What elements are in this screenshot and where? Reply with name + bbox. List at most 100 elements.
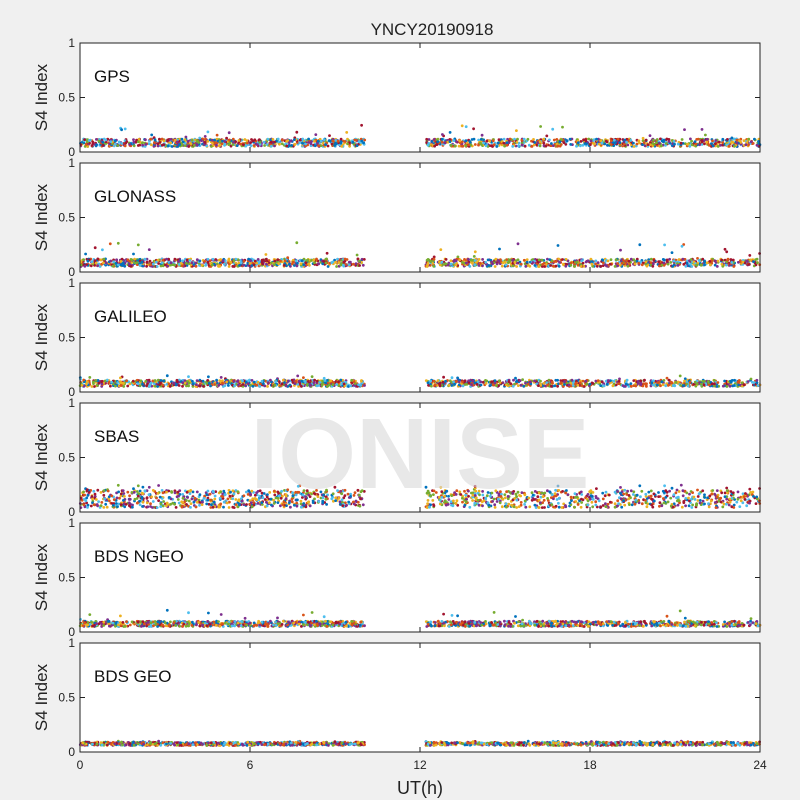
data-point xyxy=(652,259,656,262)
data-point xyxy=(264,253,268,256)
data-point xyxy=(162,379,166,383)
data-point xyxy=(721,384,725,388)
data-point xyxy=(693,140,697,144)
data-point xyxy=(425,258,429,262)
data-point xyxy=(174,506,178,509)
data-point xyxy=(136,144,140,147)
data-point xyxy=(205,493,209,496)
data-point xyxy=(149,381,153,385)
data-point xyxy=(626,264,630,268)
data-point xyxy=(85,496,89,500)
data-point xyxy=(726,258,730,262)
data-point xyxy=(123,505,127,509)
data-point xyxy=(737,379,741,382)
data-point xyxy=(208,138,212,142)
data-point xyxy=(513,261,517,264)
data-point xyxy=(276,137,280,141)
data-point xyxy=(690,143,694,147)
data-point xyxy=(755,261,759,265)
data-point xyxy=(645,382,648,386)
data-point xyxy=(136,140,140,144)
data-point xyxy=(235,144,239,148)
data-point xyxy=(638,243,642,247)
data-point xyxy=(424,379,428,382)
data-point xyxy=(617,382,620,385)
data-point xyxy=(116,241,120,245)
data-point xyxy=(149,502,152,506)
data-point xyxy=(643,378,646,382)
data-point xyxy=(205,382,209,385)
data-point xyxy=(117,490,120,494)
data-point xyxy=(280,142,284,146)
data-point xyxy=(205,144,209,148)
data-point xyxy=(749,377,753,381)
data-point xyxy=(227,506,231,509)
data-point xyxy=(336,257,339,261)
data-point xyxy=(319,139,323,143)
data-point xyxy=(219,490,223,494)
data-point xyxy=(120,142,123,145)
data-point xyxy=(569,263,573,267)
data-point xyxy=(181,493,185,496)
data-point xyxy=(729,258,733,261)
data-point xyxy=(173,491,177,495)
plot-area xyxy=(80,43,760,152)
data-point xyxy=(701,379,705,383)
data-point xyxy=(502,141,506,145)
data-point xyxy=(741,260,745,264)
data-point xyxy=(545,134,549,138)
data-point xyxy=(112,498,116,501)
data-point xyxy=(657,260,660,264)
data-point xyxy=(249,141,253,144)
data-point xyxy=(655,141,658,145)
data-point xyxy=(165,374,169,378)
data-point xyxy=(93,385,96,388)
data-point xyxy=(258,385,262,388)
data-point xyxy=(95,143,99,147)
data-point xyxy=(279,259,282,263)
data-point xyxy=(280,382,284,386)
data-point xyxy=(195,490,199,494)
data-point xyxy=(164,263,167,267)
data-point xyxy=(176,498,180,501)
plot-area xyxy=(80,163,760,272)
data-point xyxy=(173,138,177,142)
data-point xyxy=(530,145,534,148)
data-point xyxy=(215,378,219,382)
data-point xyxy=(231,265,235,268)
data-point xyxy=(538,140,542,144)
data-point xyxy=(598,142,601,146)
data-point xyxy=(757,140,760,143)
data-point xyxy=(450,376,454,380)
data-point xyxy=(486,258,490,262)
data-point xyxy=(733,378,736,382)
data-point xyxy=(699,263,703,267)
data-point xyxy=(440,140,444,144)
data-point xyxy=(91,140,95,144)
data-point xyxy=(491,139,495,143)
data-point xyxy=(471,379,475,383)
data-point xyxy=(141,264,144,268)
data-point xyxy=(481,264,484,268)
data-point xyxy=(165,257,169,261)
data-point xyxy=(248,262,252,265)
data-points xyxy=(79,123,762,148)
data-point xyxy=(97,139,101,143)
data-point xyxy=(473,259,477,262)
data-point xyxy=(317,384,321,387)
data-point xyxy=(551,144,555,148)
data-point xyxy=(484,382,488,385)
data-point xyxy=(309,384,312,387)
data-point xyxy=(591,382,595,385)
data-point xyxy=(479,383,483,387)
data-point xyxy=(90,385,94,388)
data-point xyxy=(167,496,171,499)
data-point xyxy=(336,139,340,143)
data-point xyxy=(490,260,494,264)
data-point xyxy=(552,138,556,142)
y-tick-label: 1 xyxy=(68,276,75,290)
data-point xyxy=(427,138,431,141)
data-point xyxy=(299,262,303,266)
data-point xyxy=(122,499,125,502)
